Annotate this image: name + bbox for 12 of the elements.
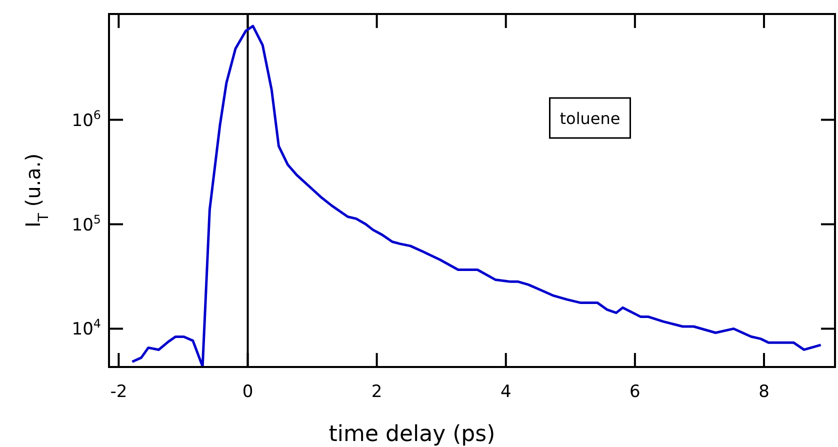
y-tick-label: 10$^{5}$ <box>72 212 101 236</box>
x-tick-label: 8 <box>758 382 770 402</box>
x-tick-label: 2 <box>371 382 382 402</box>
line-series <box>130 24 822 367</box>
x-tick-label: 0 <box>242 382 254 402</box>
x-axis-title: time delay (ps) <box>328 422 496 447</box>
annotation: toluene <box>560 109 620 128</box>
y-tick-label: 10$^{6}$ <box>72 108 101 131</box>
x-tick-label: -2 <box>110 382 128 402</box>
x-tick-label: 6 <box>630 382 640 402</box>
x-tick-label: 4 <box>500 382 512 402</box>
y-tick-label: 10$^{4}$ <box>72 316 101 340</box>
